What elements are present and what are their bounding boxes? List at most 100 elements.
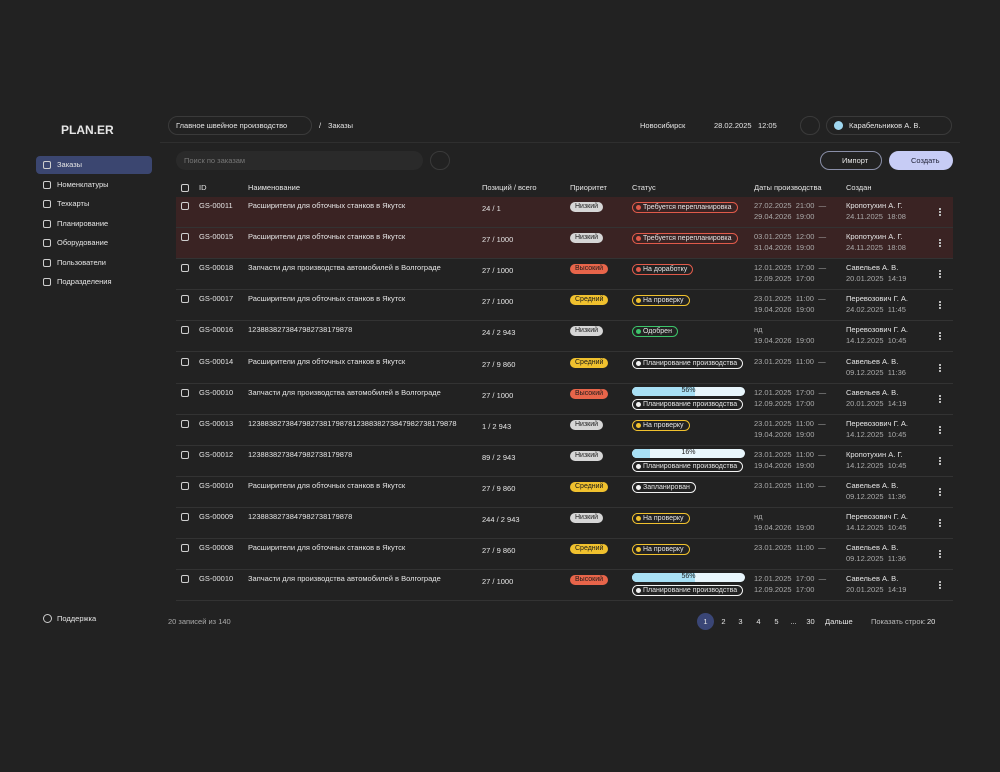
row-checkbox[interactable]	[181, 264, 189, 273]
row-menu[interactable]	[939, 301, 943, 310]
notifications[interactable]	[800, 116, 820, 135]
order-id: GS-00012	[199, 449, 234, 459]
user-menu[interactable]	[826, 116, 952, 135]
page-button[interactable]: 4	[756, 617, 761, 626]
row-menu[interactable]	[939, 208, 943, 216]
production-date: 12.01.2025 17:00 —	[754, 263, 827, 273]
row-checkbox[interactable]	[181, 544, 189, 553]
page-button[interactable]: 5	[774, 617, 779, 626]
positions: 27 / 9 860	[482, 546, 516, 556]
support[interactable]: Поддержка	[57, 614, 97, 623]
filter-button[interactable]	[430, 151, 450, 170]
row-checkbox[interactable]	[181, 575, 189, 584]
page-button[interactable]: 3	[738, 617, 743, 626]
time[interactable]: 12:05	[758, 121, 777, 130]
row-menu[interactable]	[939, 270, 943, 279]
page-button[interactable]: 2	[721, 617, 726, 626]
table-row: GS-00009 1238838273847982738179878 244 / 2…	[176, 508, 953, 540]
date[interactable]: 28.02.2025	[714, 121, 752, 130]
menu-item[interactable]: Подразделения	[57, 277, 112, 286]
priority: Высокий	[570, 264, 609, 275]
row-menu[interactable]	[939, 332, 943, 341]
menu-item[interactable]: Оборудование	[57, 238, 109, 247]
row-checkbox[interactable]	[181, 357, 189, 366]
status-text: Одобрен	[643, 328, 672, 336]
workspace-select[interactable]	[168, 116, 312, 135]
positions: 27 / 1000	[482, 390, 514, 400]
progress-fill	[632, 386, 696, 396]
positions: 27 / 1000	[482, 235, 514, 245]
created-by: Савельев А. В.	[846, 574, 899, 584]
search-placeholder[interactable]: Поиск по заказам	[184, 156, 246, 165]
row-menu[interactable]	[939, 519, 943, 527]
row-checkbox[interactable]	[181, 388, 189, 397]
menu-item[interactable]: Техкарты	[57, 199, 90, 208]
row-menu[interactable]	[939, 239, 943, 248]
row-menu[interactable]	[939, 487, 943, 496]
row-menu[interactable]	[939, 550, 943, 559]
row-menu[interactable]	[939, 456, 943, 465]
row-checkbox[interactable]	[181, 481, 189, 490]
created-date: 09.12.2025 11:36	[846, 367, 906, 377]
import-button[interactable]	[820, 151, 882, 170]
production-date: 12.01.2025 17:00 —	[754, 387, 827, 397]
avatar	[834, 121, 843, 130]
row-checkbox[interactable]	[181, 419, 189, 428]
created-by: Савельев А. В.	[846, 480, 899, 490]
create-label[interactable]: Создать	[911, 156, 940, 165]
order-name: 1238838273847982738179878	[248, 449, 353, 459]
next-page[interactable]: Дальше	[825, 617, 853, 626]
production-date: 23.01.2025 11:00 —	[754, 480, 826, 490]
status: Планирование производства	[632, 357, 744, 369]
menu-item[interactable]: Пользователи	[57, 257, 106, 267]
rows-value[interactable]: 20	[927, 617, 936, 626]
row-checkbox[interactable]	[181, 450, 189, 459]
order-id: GS-00014	[199, 356, 234, 366]
row-checkbox[interactable]	[181, 513, 189, 521]
row-menu[interactable]	[939, 363, 943, 372]
created-date: 09.12.2025 11:36	[846, 491, 906, 501]
menu-icon	[43, 219, 51, 228]
workspace[interactable]: Главное швейное производство	[176, 121, 288, 130]
menu-icon	[43, 161, 51, 169]
created-by: Перевозович Г. А.	[846, 294, 908, 304]
order-id: GS-00015	[199, 232, 234, 242]
row-checkbox[interactable]	[181, 202, 189, 210]
priority: Высокий	[570, 388, 609, 399]
status-dot	[636, 236, 641, 242]
created-date: 14.12.2025 10:45	[846, 429, 907, 439]
order-name: 1238838273847982738179878	[248, 512, 353, 521]
production-date: 19.04.2026 19:00	[754, 336, 815, 346]
import-label[interactable]: Импорт	[842, 156, 869, 165]
support-icon	[43, 614, 52, 623]
page-button[interactable]: 1	[697, 613, 714, 630]
menu-item[interactable]: Номенклатуры	[57, 179, 109, 189]
row-menu[interactable]	[939, 581, 943, 590]
order-name: Запчасти для производства автомобилей в …	[248, 387, 441, 397]
row-checkbox[interactable]	[181, 295, 189, 304]
status-dot	[636, 422, 641, 428]
production-date: 19.04.2026 19:00	[754, 305, 815, 315]
row-menu[interactable]	[939, 394, 943, 403]
search-box[interactable]	[176, 151, 423, 170]
row-checkbox[interactable]	[181, 326, 189, 335]
row-checkbox[interactable]	[181, 233, 189, 242]
page-button[interactable]: 30	[806, 617, 815, 626]
header-checkbox[interactable]	[181, 184, 189, 192]
create-button[interactable]	[889, 151, 953, 170]
progress-track	[632, 448, 745, 458]
city[interactable]: Новосибирск	[640, 121, 686, 130]
user[interactable]: Карабельников А. В.	[849, 121, 921, 130]
menu-item[interactable]: Планирование	[57, 218, 109, 228]
menu-item[interactable]: Заказы	[57, 160, 83, 169]
priority: Низкий	[570, 513, 604, 523]
page-button[interactable]: ...	[790, 617, 797, 626]
progress-label: 16%	[681, 448, 696, 456]
created-by: Перевозович Г. А.	[846, 325, 908, 335]
row-menu[interactable]	[939, 425, 943, 434]
menu-active	[36, 156, 152, 174]
production-date: 19.04.2026 19:00	[754, 523, 815, 532]
column-header: Статус	[632, 183, 656, 192]
order-name: Расширители для обточных станков в Якутс…	[248, 356, 406, 366]
production-date: нд	[754, 325, 763, 335]
